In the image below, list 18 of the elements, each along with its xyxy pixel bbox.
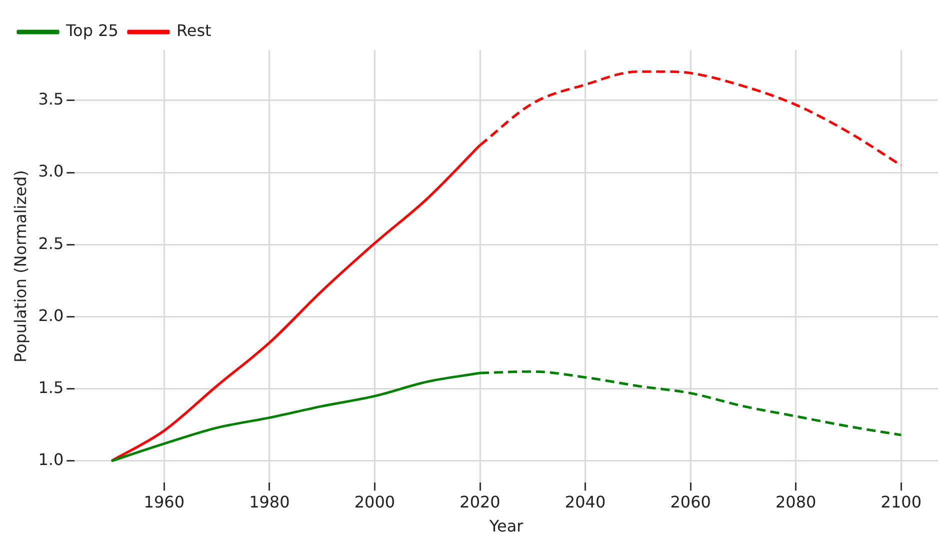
x-axis-title: Year <box>488 516 524 536</box>
x-tick-label: 1980 <box>249 492 290 512</box>
y-tick-label: 1.5 <box>38 378 64 398</box>
x-tick-label: 2040 <box>564 492 606 512</box>
y-axis-title: Population (Normalized) <box>10 170 30 362</box>
y-tick-label: 3.5 <box>38 90 64 109</box>
y-tick-label: 3.0 <box>38 162 64 181</box>
y-tick-label: 2.5 <box>38 234 64 253</box>
x-tick-label: 2060 <box>670 492 711 512</box>
y-tick-label: 1.0 <box>38 450 64 470</box>
x-tick-label: 2020 <box>460 492 500 512</box>
x-tick-label: 2080 <box>776 492 816 512</box>
legend-label: Top 25 <box>65 21 118 40</box>
x-tick-label: 2100 <box>880 492 922 512</box>
legend-label: Rest <box>176 21 212 40</box>
x-tick-label: 2000 <box>354 492 396 512</box>
x-tick-label: 1960 <box>144 492 184 512</box>
y-tick-label: 2.0 <box>38 306 64 325</box>
